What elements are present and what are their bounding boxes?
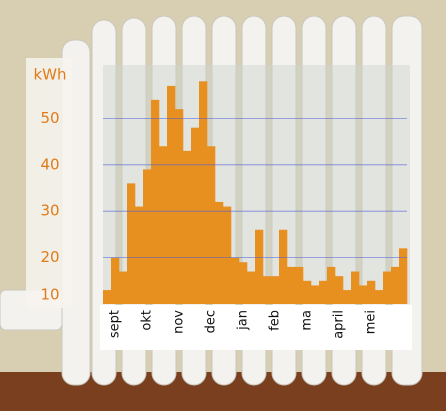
bar <box>327 267 335 304</box>
bar <box>215 202 223 304</box>
bar <box>359 285 367 304</box>
bar <box>239 262 247 304</box>
bar <box>375 290 383 304</box>
bar <box>103 290 111 304</box>
bar <box>303 281 311 304</box>
axis-panel <box>26 58 72 308</box>
bar <box>319 281 327 304</box>
bar <box>127 183 135 304</box>
bar <box>399 248 407 304</box>
bar <box>335 276 343 304</box>
bar <box>263 276 271 304</box>
chart: kWh 10 20 30 40 50 sept okt nov dec jan feb ma april… <box>0 0 446 411</box>
bar <box>119 272 127 304</box>
bar <box>143 169 151 304</box>
bar <box>231 258 239 304</box>
y-tick-label: 50 <box>40 109 59 127</box>
page: kWh 10 20 30 40 50 sept okt nov dec jan feb ma april… <box>0 0 446 411</box>
x-tick-label: okt <box>140 310 155 331</box>
bar <box>135 207 143 304</box>
bar <box>383 272 391 304</box>
bar <box>367 281 375 304</box>
x-tick-label: jan <box>236 310 251 331</box>
x-tick-label: dec <box>204 310 219 333</box>
bar <box>247 272 255 304</box>
bar <box>279 230 287 304</box>
bar <box>207 146 215 304</box>
bar <box>343 290 351 304</box>
bar <box>159 146 167 304</box>
x-tick-label: sept <box>108 310 123 338</box>
bar <box>295 267 303 304</box>
bar <box>111 258 119 304</box>
y-tick-label: 30 <box>40 202 59 220</box>
bar <box>391 267 399 304</box>
bar <box>223 207 231 304</box>
bar <box>191 128 199 304</box>
x-tick-label: mei <box>364 310 379 334</box>
bar <box>183 151 191 304</box>
x-tick-label: nov <box>172 310 187 334</box>
y-axis-label: kWh <box>33 66 66 84</box>
bar <box>151 100 159 304</box>
bar <box>311 285 319 304</box>
y-tick-label: 10 <box>40 286 59 304</box>
bar <box>271 276 279 304</box>
y-tick-label: 20 <box>40 248 59 266</box>
x-tick-label: ma <box>300 310 315 331</box>
bar <box>287 267 295 304</box>
bar <box>175 109 183 304</box>
bar <box>199 81 207 304</box>
x-tick-label: april <box>332 310 347 339</box>
x-tick-label: feb <box>268 310 283 331</box>
bar <box>351 272 359 304</box>
bar <box>255 230 263 304</box>
y-tick-label: 40 <box>40 155 59 173</box>
